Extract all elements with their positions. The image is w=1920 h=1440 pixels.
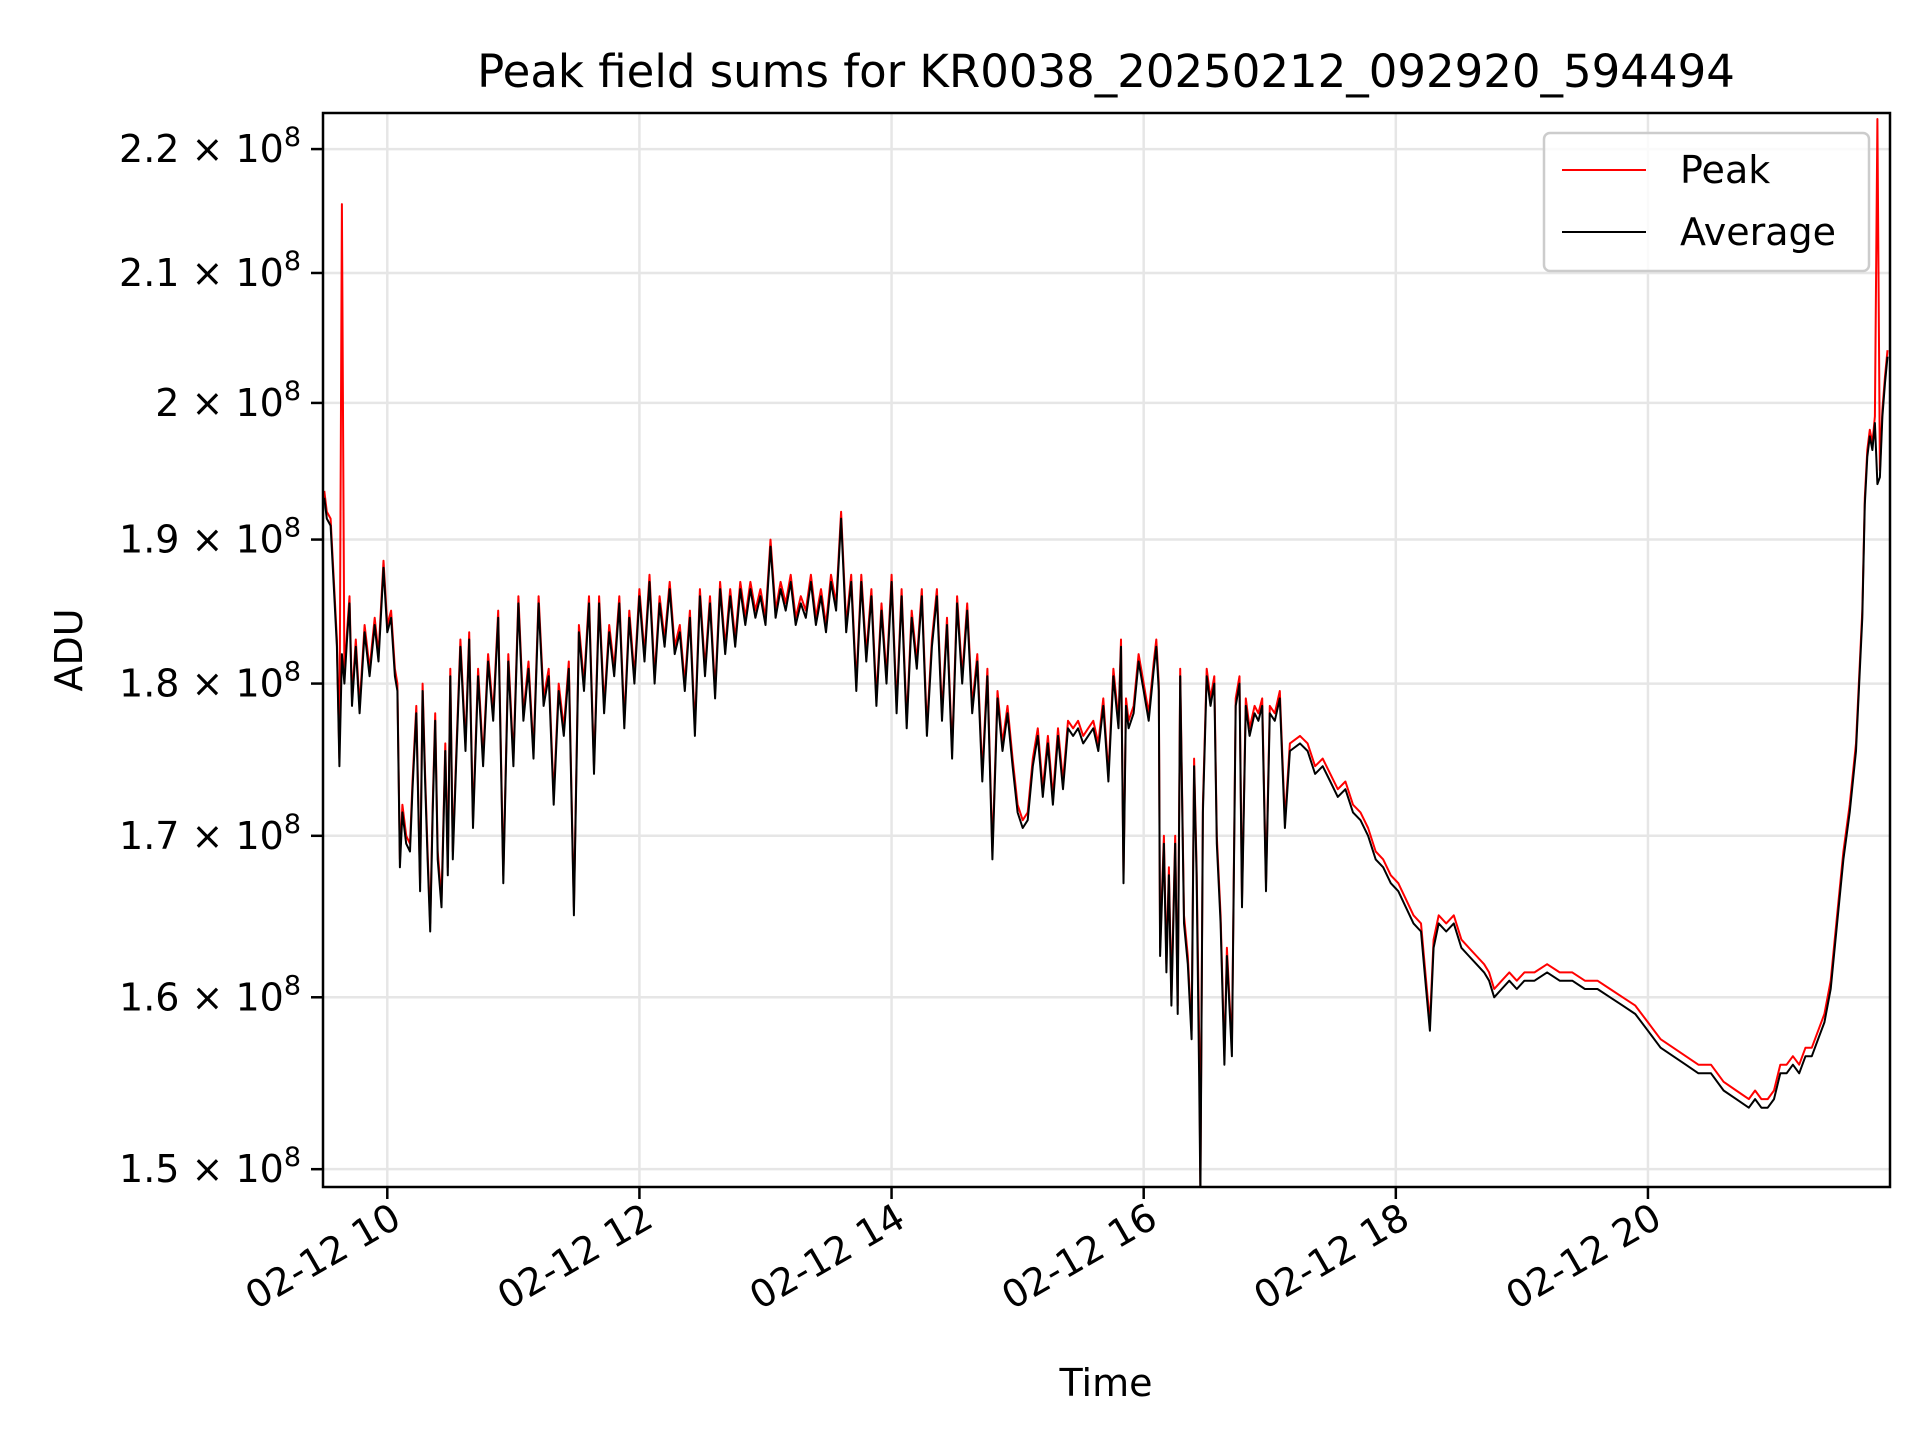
x-axis-label: Time [1059,1361,1153,1405]
y-tick-label: 1.5 × 108 [119,1142,301,1191]
y-tick-label: 2.2 × 108 [119,122,301,171]
chart-title: Peak field sums for KR0038_20250212_0929… [477,45,1735,98]
y-axis-label: ADU [47,608,91,691]
legend-peak-label: Peak [1680,148,1770,192]
legend: Peak Average [1542,131,1871,273]
y-axis-ticks: 1.5 × 108 1.6 × 108 1.7 × 108 1.8 × 108 1.9 … [119,122,323,1191]
y-tick-label: 1.7 × 108 [119,809,301,858]
series-layer [323,118,1889,1187]
y-tick-label: 1.6 × 108 [119,970,301,1019]
series-line-average [323,356,1889,1187]
grid-lines [323,113,1890,1187]
y-tick-label: 2 × 108 [155,376,301,425]
legend-box [1542,131,1871,273]
y-tick-label: 1.9 × 108 [119,513,301,562]
plot-frame [321,111,1892,1189]
y-tick-label: 1.8 × 108 [119,657,301,706]
legend-average-label: Average [1680,210,1836,254]
y-tick-label: 2.1 × 108 [119,246,301,295]
